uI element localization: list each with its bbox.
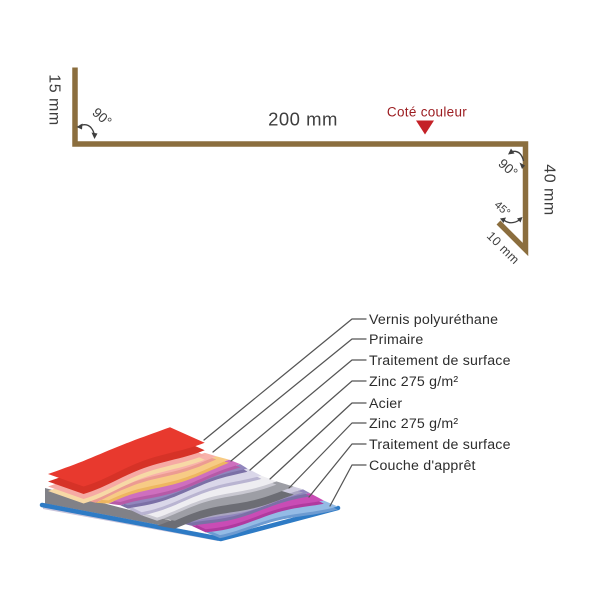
layer-label-appret: Couche d'apprêt xyxy=(369,458,476,474)
leader-line-3 xyxy=(249,380,367,471)
leader-line-5 xyxy=(288,422,367,489)
stack-band-6 xyxy=(141,475,277,518)
color-side-marker xyxy=(416,120,434,135)
leader-line-7 xyxy=(329,464,367,507)
leader-line-1 xyxy=(212,338,367,453)
angle-return-arc-arrow xyxy=(500,217,523,224)
layer-label-acier: Acier xyxy=(369,396,402,412)
angle-return-label: 45° xyxy=(492,199,512,219)
angle-left-arc-arrow xyxy=(76,123,98,139)
dim-return-label: 10 mm xyxy=(484,229,522,267)
angle-right-arc-arrow xyxy=(508,148,525,169)
angle-left-label: 90° xyxy=(89,105,114,130)
layer-label-zinc2: Zinc 275 g/m² xyxy=(369,416,458,432)
stack-band-7-riser xyxy=(157,489,294,529)
leader-line-2 xyxy=(230,359,367,462)
stack-band-0 xyxy=(48,427,205,487)
profile-drawing: 15 mm 200 mm 40 mm 10 mm 90° 90° 45° xyxy=(46,67,558,267)
layer-label-primaire: Primaire xyxy=(369,332,423,348)
layer-labels: Vernis polyuréthane Primaire Traitement … xyxy=(369,312,511,474)
dim-top-label: 200 mm xyxy=(268,109,338,130)
stack-band-7 xyxy=(157,481,294,521)
leader-line-6 xyxy=(308,443,367,498)
dim-right-label: 40 mm xyxy=(541,164,558,215)
leader-line-0 xyxy=(203,318,367,441)
stack-band-11 xyxy=(205,500,338,536)
base-blue-rim xyxy=(39,502,341,542)
layer-label-traitement1: Traitement de surface xyxy=(369,353,511,369)
leader-lines xyxy=(203,318,367,507)
coating-stack xyxy=(39,427,341,542)
layer-label-zinc1: Zinc 275 g/m² xyxy=(369,374,458,390)
angle-right-label: 90° xyxy=(495,156,520,181)
leader-line-4 xyxy=(269,402,367,480)
profile-line xyxy=(72,67,529,257)
layer-label-traitement2: Traitement de surface xyxy=(369,437,511,453)
color-side-label: Coté couleur xyxy=(387,105,467,120)
dim-left-label: 15 mm xyxy=(46,74,63,125)
layer-label-vernis: Vernis polyuréthane xyxy=(369,312,498,328)
